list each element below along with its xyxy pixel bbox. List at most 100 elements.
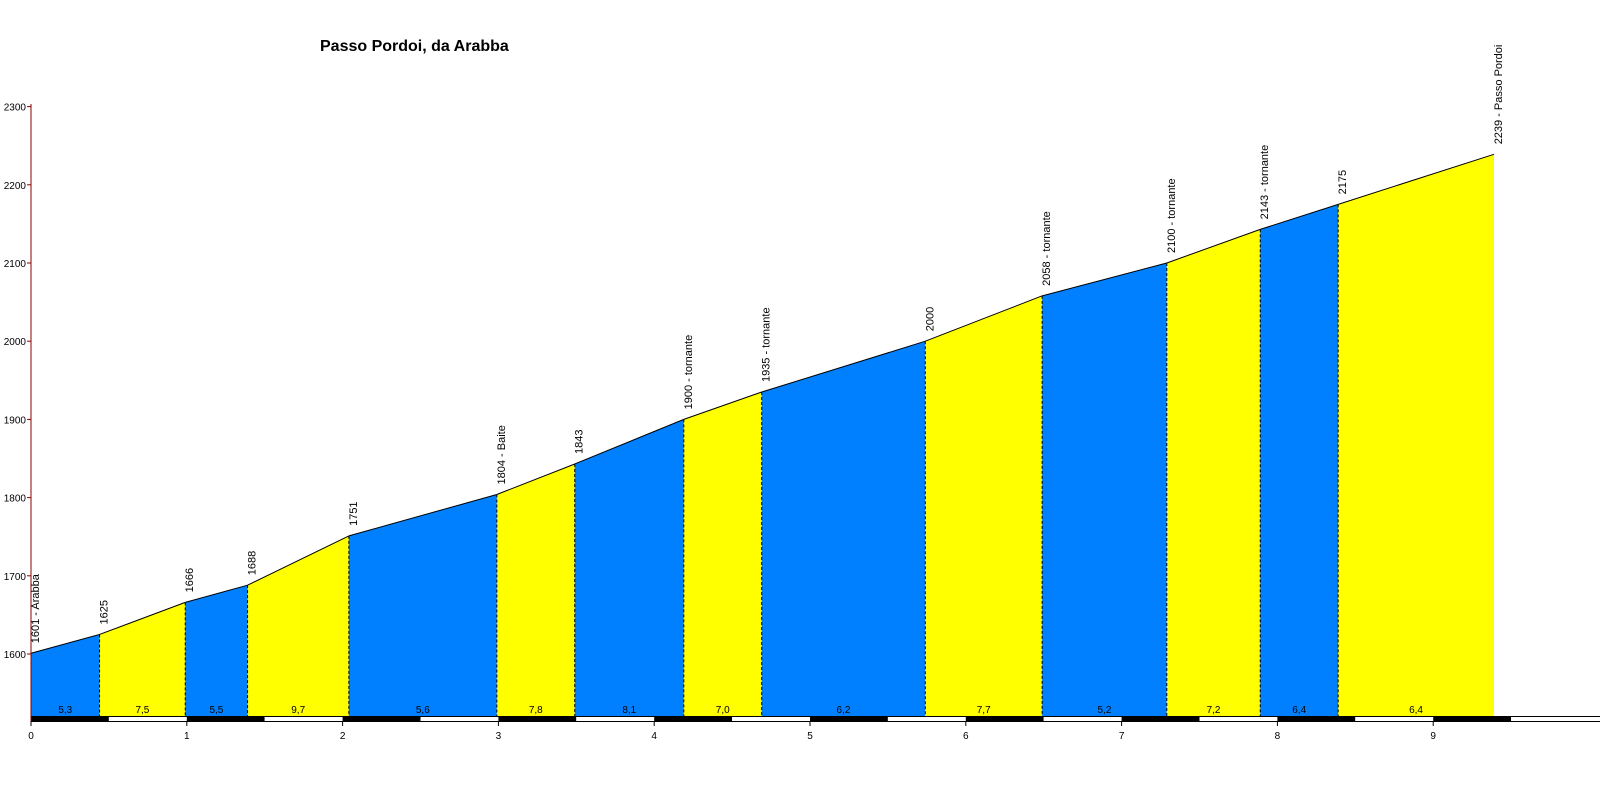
point-label: 1900 - tornante — [683, 335, 695, 410]
profile-segment — [1042, 263, 1167, 716]
point-label: 1843 — [574, 429, 586, 453]
x-tick-label: 3 — [496, 731, 502, 742]
profile-segment — [1166, 229, 1261, 716]
profile-outline — [1042, 262, 1167, 297]
profile-outline — [683, 391, 762, 420]
scale-block — [1355, 717, 1434, 721]
profile-outline — [185, 584, 248, 603]
axes: 1600 1700 1800 1900 2000 2100 2200 2300 0 1 2 3 4 5 6 7… — [4, 103, 1437, 742]
distance-scale-bar — [31, 716, 1600, 722]
segment-gradient-label: 6,2 — [837, 705, 851, 716]
scale-block — [732, 717, 810, 721]
y-tick-label: 2100 — [4, 259, 27, 270]
scale-block — [342, 717, 421, 721]
chart-title: Passo Pordoi, da Arabba — [320, 38, 509, 55]
profile-segment — [683, 392, 762, 716]
scale-block — [31, 717, 109, 721]
x-tick-label: 9 — [1430, 731, 1436, 742]
profile-outline — [1166, 228, 1261, 264]
segment-gradient-label: 5,2 — [1098, 705, 1112, 716]
profile-segment — [1338, 154, 1494, 716]
point-labels: 1601 - Arabba 1625 1666 1688 1751 1804 - Bait… — [30, 45, 1505, 644]
scale-block — [576, 717, 655, 721]
scale-block — [498, 717, 577, 721]
y-tick-label: 2300 — [4, 103, 27, 114]
profile-segment — [247, 535, 349, 716]
scale-block — [420, 717, 499, 721]
profile-segment — [99, 602, 186, 716]
scale-block — [1277, 717, 1356, 721]
segment-gradient-label: 7,8 — [529, 705, 543, 716]
point-label: 1751 — [348, 501, 360, 525]
profile-segment — [574, 419, 684, 716]
point-label: 2143 - tornante — [1259, 145, 1271, 220]
profile-outline — [99, 601, 186, 635]
profile-segment — [1260, 204, 1339, 716]
x-tick-label: 1 — [184, 731, 190, 742]
point-label: 1804 - Baite — [496, 425, 508, 484]
segment-gradient-label: 7,7 — [977, 705, 991, 716]
y-tick-label: 1700 — [4, 572, 27, 583]
segment-gradient-label: 6,4 — [1292, 705, 1306, 716]
profile-segment — [925, 295, 1043, 716]
scale-block — [1511, 717, 1589, 721]
x-tick-label: 8 — [1275, 731, 1281, 742]
profile-outline — [925, 295, 1043, 342]
y-tick-label: 2000 — [4, 337, 27, 348]
scale-block — [108, 717, 187, 721]
x-tick-label: 2 — [340, 731, 346, 742]
point-label: 2239 - Passo Pordoi — [1493, 45, 1505, 145]
segment-gradient-label: 6,4 — [1409, 705, 1423, 716]
point-label: 2058 - tornante — [1041, 211, 1053, 286]
profile-segment — [185, 585, 248, 716]
x-tick-label: 6 — [963, 731, 969, 742]
profile-segments: 5,3 7,5 5,5 9,7 5,6 7,8 8,1 7,0 6,2 7,7 5,2 7,2 6,4 6… — [30, 153, 1495, 716]
y-tick-label: 1600 — [4, 650, 27, 661]
point-label: 2000 — [924, 307, 936, 331]
profile-outline — [574, 418, 684, 465]
point-label: 2100 - tornante — [1166, 178, 1178, 253]
x-tick-label: 0 — [28, 731, 34, 742]
scale-block — [264, 717, 343, 721]
point-label: 1601 - Arabba — [30, 573, 42, 643]
segment-gradient-label: 5,6 — [416, 705, 430, 716]
profile-outline — [348, 493, 497, 537]
point-label: 1688 — [247, 551, 259, 575]
scale-block — [1433, 717, 1512, 721]
scale-block — [654, 717, 733, 721]
segment-gradient-label: 7,5 — [135, 705, 149, 716]
scale-block — [965, 717, 1044, 721]
profile-outline — [496, 463, 575, 495]
segment-gradient-label: 7,2 — [1207, 705, 1221, 716]
point-label: 1666 — [184, 568, 196, 592]
y-tick-label: 1800 — [4, 494, 27, 505]
point-label: 1935 - tornante — [761, 307, 773, 382]
y-tick-label: 1900 — [4, 415, 27, 426]
scale-block — [186, 717, 265, 721]
scale-block — [810, 717, 888, 721]
segment-gradient-label: 5,3 — [58, 705, 72, 716]
profile-segment — [348, 494, 497, 716]
profile-segment — [496, 463, 575, 716]
profile-outline — [1260, 203, 1339, 230]
scale-block — [1043, 717, 1122, 721]
segment-gradient-label: 5,5 — [209, 705, 223, 716]
scale-block — [1121, 717, 1200, 721]
profile-outline — [761, 340, 926, 393]
profile-outline — [30, 633, 100, 654]
profile-outline — [1338, 153, 1495, 205]
profile-segment — [761, 341, 926, 716]
scale-block — [1199, 717, 1278, 721]
segment-gradient-label: 7,0 — [716, 705, 730, 716]
x-tick-label: 5 — [807, 731, 813, 742]
point-label: 1625 — [99, 600, 111, 624]
profile-outline — [247, 535, 350, 586]
scale-block — [887, 717, 966, 721]
y-tick-label: 2200 — [4, 181, 27, 192]
profile-segment — [31, 634, 100, 716]
x-tick-label: 4 — [651, 731, 657, 742]
x-tick-label: 7 — [1119, 731, 1125, 742]
point-label: 2175 — [1337, 170, 1349, 194]
segment-gradient-label: 9,7 — [291, 705, 305, 716]
